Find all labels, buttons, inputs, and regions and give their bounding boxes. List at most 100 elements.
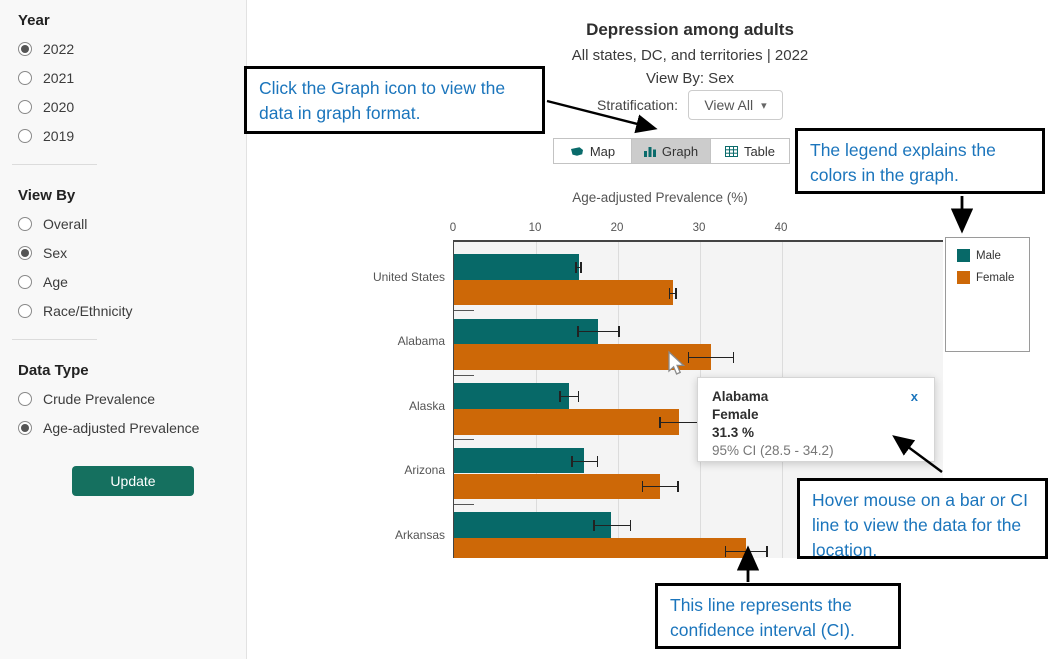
x-axis-tick-label: 0	[449, 222, 457, 234]
category-label: Arizona	[404, 463, 445, 478]
category-label: United States	[372, 269, 445, 284]
data-type-radio-group: Crude Prevalence Age-adjusted Prevalence	[18, 391, 246, 436]
bar-female-arkansas[interactable]	[454, 538, 746, 558]
legend-item-male: Male	[957, 249, 1029, 262]
year-radio-group: 2022 2021 2020 2019	[18, 41, 246, 144]
radio-icon[interactable]	[18, 100, 32, 114]
view-by-value: View By: Sex	[645, 70, 735, 87]
table-icon	[724, 145, 738, 157]
bar-male-arizona[interactable]	[454, 447, 585, 474]
ci-line[interactable]	[575, 261, 582, 273]
radio-label: Crude Prevalence	[43, 391, 156, 407]
bar-male-alaska[interactable]	[454, 383, 569, 409]
bar-female-united-states[interactable]	[454, 279, 673, 306]
legend-item-female: Female	[957, 271, 1029, 284]
legend-swatch	[957, 249, 970, 262]
year-heading: Year	[18, 12, 50, 29]
divider	[12, 339, 97, 340]
tab-map[interactable]: Map	[553, 138, 632, 164]
legend-label: Male	[976, 249, 1001, 262]
category-tick	[454, 374, 474, 376]
radio-icon[interactable]	[18, 392, 32, 406]
legend-label: Female	[976, 271, 1015, 284]
tooltip-group: Female	[712, 407, 759, 422]
category-label: Alaska	[408, 398, 445, 413]
data-type-heading: Data Type	[18, 362, 89, 379]
radio-icon[interactable]	[18, 275, 32, 289]
bar-female-arizona[interactable]	[454, 473, 660, 500]
tooltip-ci: 95% CI (28.5 - 34.2)	[712, 443, 834, 458]
category-tick	[454, 439, 474, 441]
category-tick	[454, 503, 474, 505]
x-axis-tick-label: 40	[774, 222, 788, 234]
radio-label: Race/Ethnicity	[43, 303, 133, 319]
category-tick	[454, 310, 474, 312]
year-option-2022[interactable]: 2022	[18, 41, 246, 57]
x-axis-tick-label: 30	[692, 222, 706, 234]
data-tooltip: Alabama Female 31.3 % 95% CI (28.5 - 34.…	[697, 377, 935, 462]
data-type-option-age-adjusted-prevalence[interactable]: Age-adjusted Prevalence	[18, 420, 246, 436]
callout-legend: The legend explains the colors in the gr…	[795, 128, 1045, 194]
view-tabs: Map Graph Table	[553, 138, 790, 164]
callout-graph-tab: Click the Graph icon to view the data in…	[244, 66, 545, 134]
legend-swatch	[957, 271, 970, 284]
view-by-option-overall[interactable]: Overall	[18, 216, 246, 232]
view-by-option-race-ethnicity[interactable]: Race/Ethnicity	[18, 303, 246, 319]
radio-icon[interactable]	[18, 71, 32, 85]
radio-label: 2022	[43, 41, 75, 57]
bar-female-alabama[interactable]	[454, 344, 711, 370]
ci-line[interactable]	[687, 352, 735, 364]
map-icon	[570, 146, 583, 156]
year-option-2019[interactable]: 2019	[18, 128, 246, 144]
radio-label: Overall	[43, 216, 88, 232]
radio-label: 2020	[43, 99, 75, 115]
radio-icon[interactable]	[18, 421, 32, 435]
bar-male-arkansas[interactable]	[454, 512, 611, 539]
tab-graph[interactable]: Graph	[632, 138, 711, 164]
year-option-2020[interactable]: 2020	[18, 99, 246, 115]
ci-line[interactable]	[558, 391, 580, 403]
ci-line[interactable]	[571, 455, 599, 467]
tooltip-location: Alabama	[712, 389, 769, 404]
callout-ci: This line represents the confidence inte…	[655, 583, 901, 649]
ci-line[interactable]	[577, 326, 620, 338]
chart-title: Age-adjusted Prevalence (%)	[572, 190, 748, 205]
page-subtitle: All states, DC, and territories | 2022	[571, 47, 809, 64]
radio-icon[interactable]	[18, 217, 32, 231]
radio-label: Age	[43, 274, 68, 290]
callout-hover: Hover mouse on a bar or CI line to view …	[797, 478, 1048, 560]
radio-icon[interactable]	[18, 42, 32, 56]
gridline	[618, 242, 619, 558]
ci-line[interactable]	[668, 287, 678, 299]
ci-line[interactable]	[659, 416, 700, 428]
tooltip-value: 31.3 %	[712, 425, 755, 440]
page-title: Depression among adults	[586, 20, 794, 39]
bar-male-alabama[interactable]	[454, 318, 598, 345]
update-button[interactable]: Update	[72, 466, 194, 496]
x-axis-tick-label: 10	[528, 222, 542, 234]
ci-line[interactable]	[641, 481, 679, 493]
view-by-option-age[interactable]: Age	[18, 274, 246, 290]
bar-female-alaska[interactable]	[454, 408, 679, 435]
radio-icon[interactable]	[18, 129, 32, 143]
data-type-option-crude-prevalence[interactable]: Crude Prevalence	[18, 391, 246, 407]
x-axis-tick-label: 20	[610, 222, 624, 234]
radio-icon[interactable]	[18, 304, 32, 318]
stratification-value: View All	[704, 97, 754, 113]
view-by-radio-group: Overall Sex Age Race/Ethnicity	[18, 216, 246, 319]
radio-label: 2019	[43, 128, 75, 144]
divider	[12, 164, 97, 165]
view-by-option-sex[interactable]: Sex	[18, 245, 246, 261]
year-option-2021[interactable]: 2021	[18, 70, 246, 86]
bar-male-united-states[interactable]	[454, 254, 579, 280]
stratification-label: Stratification:	[597, 97, 678, 113]
chart-legend: Male Female	[945, 237, 1030, 352]
tooltip-close-button[interactable]: x	[910, 389, 918, 404]
radio-icon[interactable]	[18, 246, 32, 260]
ci-line[interactable]	[593, 520, 632, 532]
chevron-down-icon: ▾	[761, 99, 767, 112]
tab-table[interactable]: Table	[711, 138, 790, 164]
ci-line[interactable]	[724, 545, 769, 557]
graph-icon	[643, 147, 656, 157]
stratification-dropdown[interactable]: View All ▾	[687, 90, 783, 120]
